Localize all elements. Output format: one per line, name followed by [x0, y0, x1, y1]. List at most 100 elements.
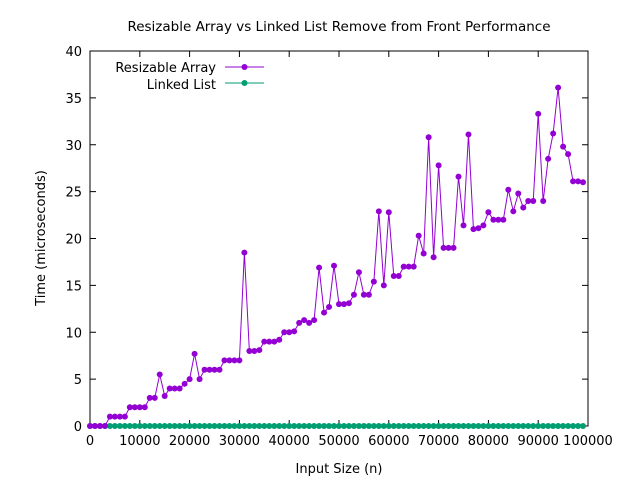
data-point-linked-list: [455, 423, 462, 429]
legend-label-resizable-array: Resizable Array: [115, 61, 216, 76]
x-tick-label: 10000: [119, 434, 160, 449]
data-point-resizable-array: [450, 244, 457, 251]
data-point-linked-list: [580, 423, 587, 429]
data-point-linked-list: [515, 423, 522, 429]
data-point-linked-list: [555, 423, 562, 429]
data-point-linked-list: [336, 423, 342, 429]
data-point-linked-list: [410, 423, 417, 429]
x-tick-label: 70000: [418, 434, 459, 449]
data-point-linked-list: [216, 423, 223, 429]
data-point-linked-list: [171, 423, 178, 429]
data-point-resizable-array: [161, 393, 168, 399]
data-point-linked-list: [181, 423, 188, 429]
y-tick-label: 25: [65, 186, 82, 201]
x-tick-label: 30000: [219, 434, 260, 449]
data-point-linked-list: [550, 423, 557, 429]
data-point-resizable-array: [425, 134, 432, 141]
data-point-linked-list: [365, 423, 372, 429]
data-point-resizable-array: [271, 338, 278, 345]
data-point-linked-list: [211, 423, 218, 429]
data-point-resizable-array: [350, 291, 357, 298]
data-point-resizable-array: [296, 319, 303, 326]
data-point-resizable-array: [540, 198, 547, 204]
data-point-resizable-array: [495, 216, 502, 223]
data-point-linked-list: [495, 423, 502, 429]
data-point-resizable-array: [331, 262, 338, 269]
data-point-linked-list: [360, 423, 367, 429]
data-point-resizable-array: [345, 300, 352, 307]
data-point-linked-list: [405, 423, 412, 429]
data-point-resizable-array: [196, 376, 203, 383]
data-point-resizable-array: [231, 357, 238, 364]
data-point-linked-list: [465, 423, 472, 429]
plot-frame: [89, 50, 589, 427]
data-point-linked-list: [126, 423, 133, 429]
data-point-resizable-array: [470, 226, 477, 233]
data-point-resizable-array: [316, 264, 323, 271]
data-point-linked-list: [510, 423, 517, 429]
data-point-linked-list: [520, 423, 527, 429]
data-point-resizable-array: [480, 222, 487, 229]
data-point-linked-list: [570, 423, 577, 429]
data-point-resizable-array: [460, 222, 467, 229]
data-point-resizable-array: [241, 249, 248, 256]
data-point-resizable-array: [555, 84, 562, 91]
data-point-resizable-array: [311, 317, 318, 324]
data-point-resizable-array: [395, 273, 402, 279]
data-point-resizable-array: [216, 366, 223, 373]
data-point-resizable-array: [136, 404, 143, 411]
data-point-resizable-array: [485, 209, 492, 216]
data-point-linked-list: [156, 423, 163, 429]
data-point-resizable-array: [545, 155, 552, 162]
data-point-resizable-array: [360, 291, 367, 298]
data-point-resizable-array: [281, 329, 288, 336]
data-point-resizable-array: [355, 269, 362, 276]
y-tick-label: 10: [65, 326, 82, 341]
data-point-linked-list: [480, 423, 487, 429]
data-point-resizable-array: [206, 366, 213, 373]
legend: Resizable Array Linked List: [115, 61, 264, 93]
data-point-resizable-array: [96, 423, 103, 429]
data-point-resizable-array: [370, 278, 377, 285]
data-point-linked-list: [535, 423, 542, 429]
data-point-linked-list: [340, 423, 347, 429]
data-point-linked-list: [231, 423, 238, 429]
data-point-linked-list: [311, 423, 318, 429]
data-point-linked-list: [460, 423, 467, 429]
data-point-linked-list: [430, 423, 437, 429]
data-point-linked-list: [505, 423, 512, 429]
data-point-linked-list: [306, 423, 313, 429]
data-point-resizable-array: [171, 385, 178, 392]
data-point-linked-list: [540, 423, 547, 429]
series-line-resizable-array: [90, 87, 584, 427]
data-point-linked-list: [116, 423, 123, 429]
data-point-resizable-array: [510, 208, 517, 215]
data-point-linked-list: [286, 423, 293, 429]
data-point-resizable-array: [465, 131, 472, 138]
data-point-resizable-array: [87, 423, 93, 429]
data-point-linked-list: [400, 423, 407, 429]
data-point-resizable-array: [291, 328, 298, 335]
data-point-linked-list: [221, 423, 228, 429]
data-point-resizable-array: [375, 208, 382, 215]
data-point-resizable-array: [400, 263, 407, 270]
y-tick-label: 5: [74, 373, 82, 388]
data-point-resizable-array: [435, 162, 442, 169]
data-point-linked-list: [166, 423, 173, 429]
chart-title: Resizable Array vs Linked List Remove fr…: [127, 19, 550, 35]
x-tick-label: 50000: [318, 434, 359, 449]
data-point-resizable-array: [530, 198, 537, 204]
data-point-linked-list: [291, 423, 298, 429]
data-point-linked-list: [251, 423, 258, 429]
data-point-resizable-array: [430, 254, 437, 261]
data-point-linked-list: [106, 423, 113, 429]
data-point-resizable-array: [286, 329, 293, 336]
legend-marker-resizable-array: [241, 64, 248, 70]
data-point-resizable-array: [301, 317, 308, 324]
data-point-linked-list: [136, 423, 143, 429]
data-point-resizable-array: [475, 225, 482, 232]
data-point-resizable-array: [226, 357, 233, 364]
y-tick-label: 35: [65, 92, 82, 107]
data-point-resizable-array: [211, 366, 218, 373]
data-point-resizable-array: [410, 263, 417, 270]
